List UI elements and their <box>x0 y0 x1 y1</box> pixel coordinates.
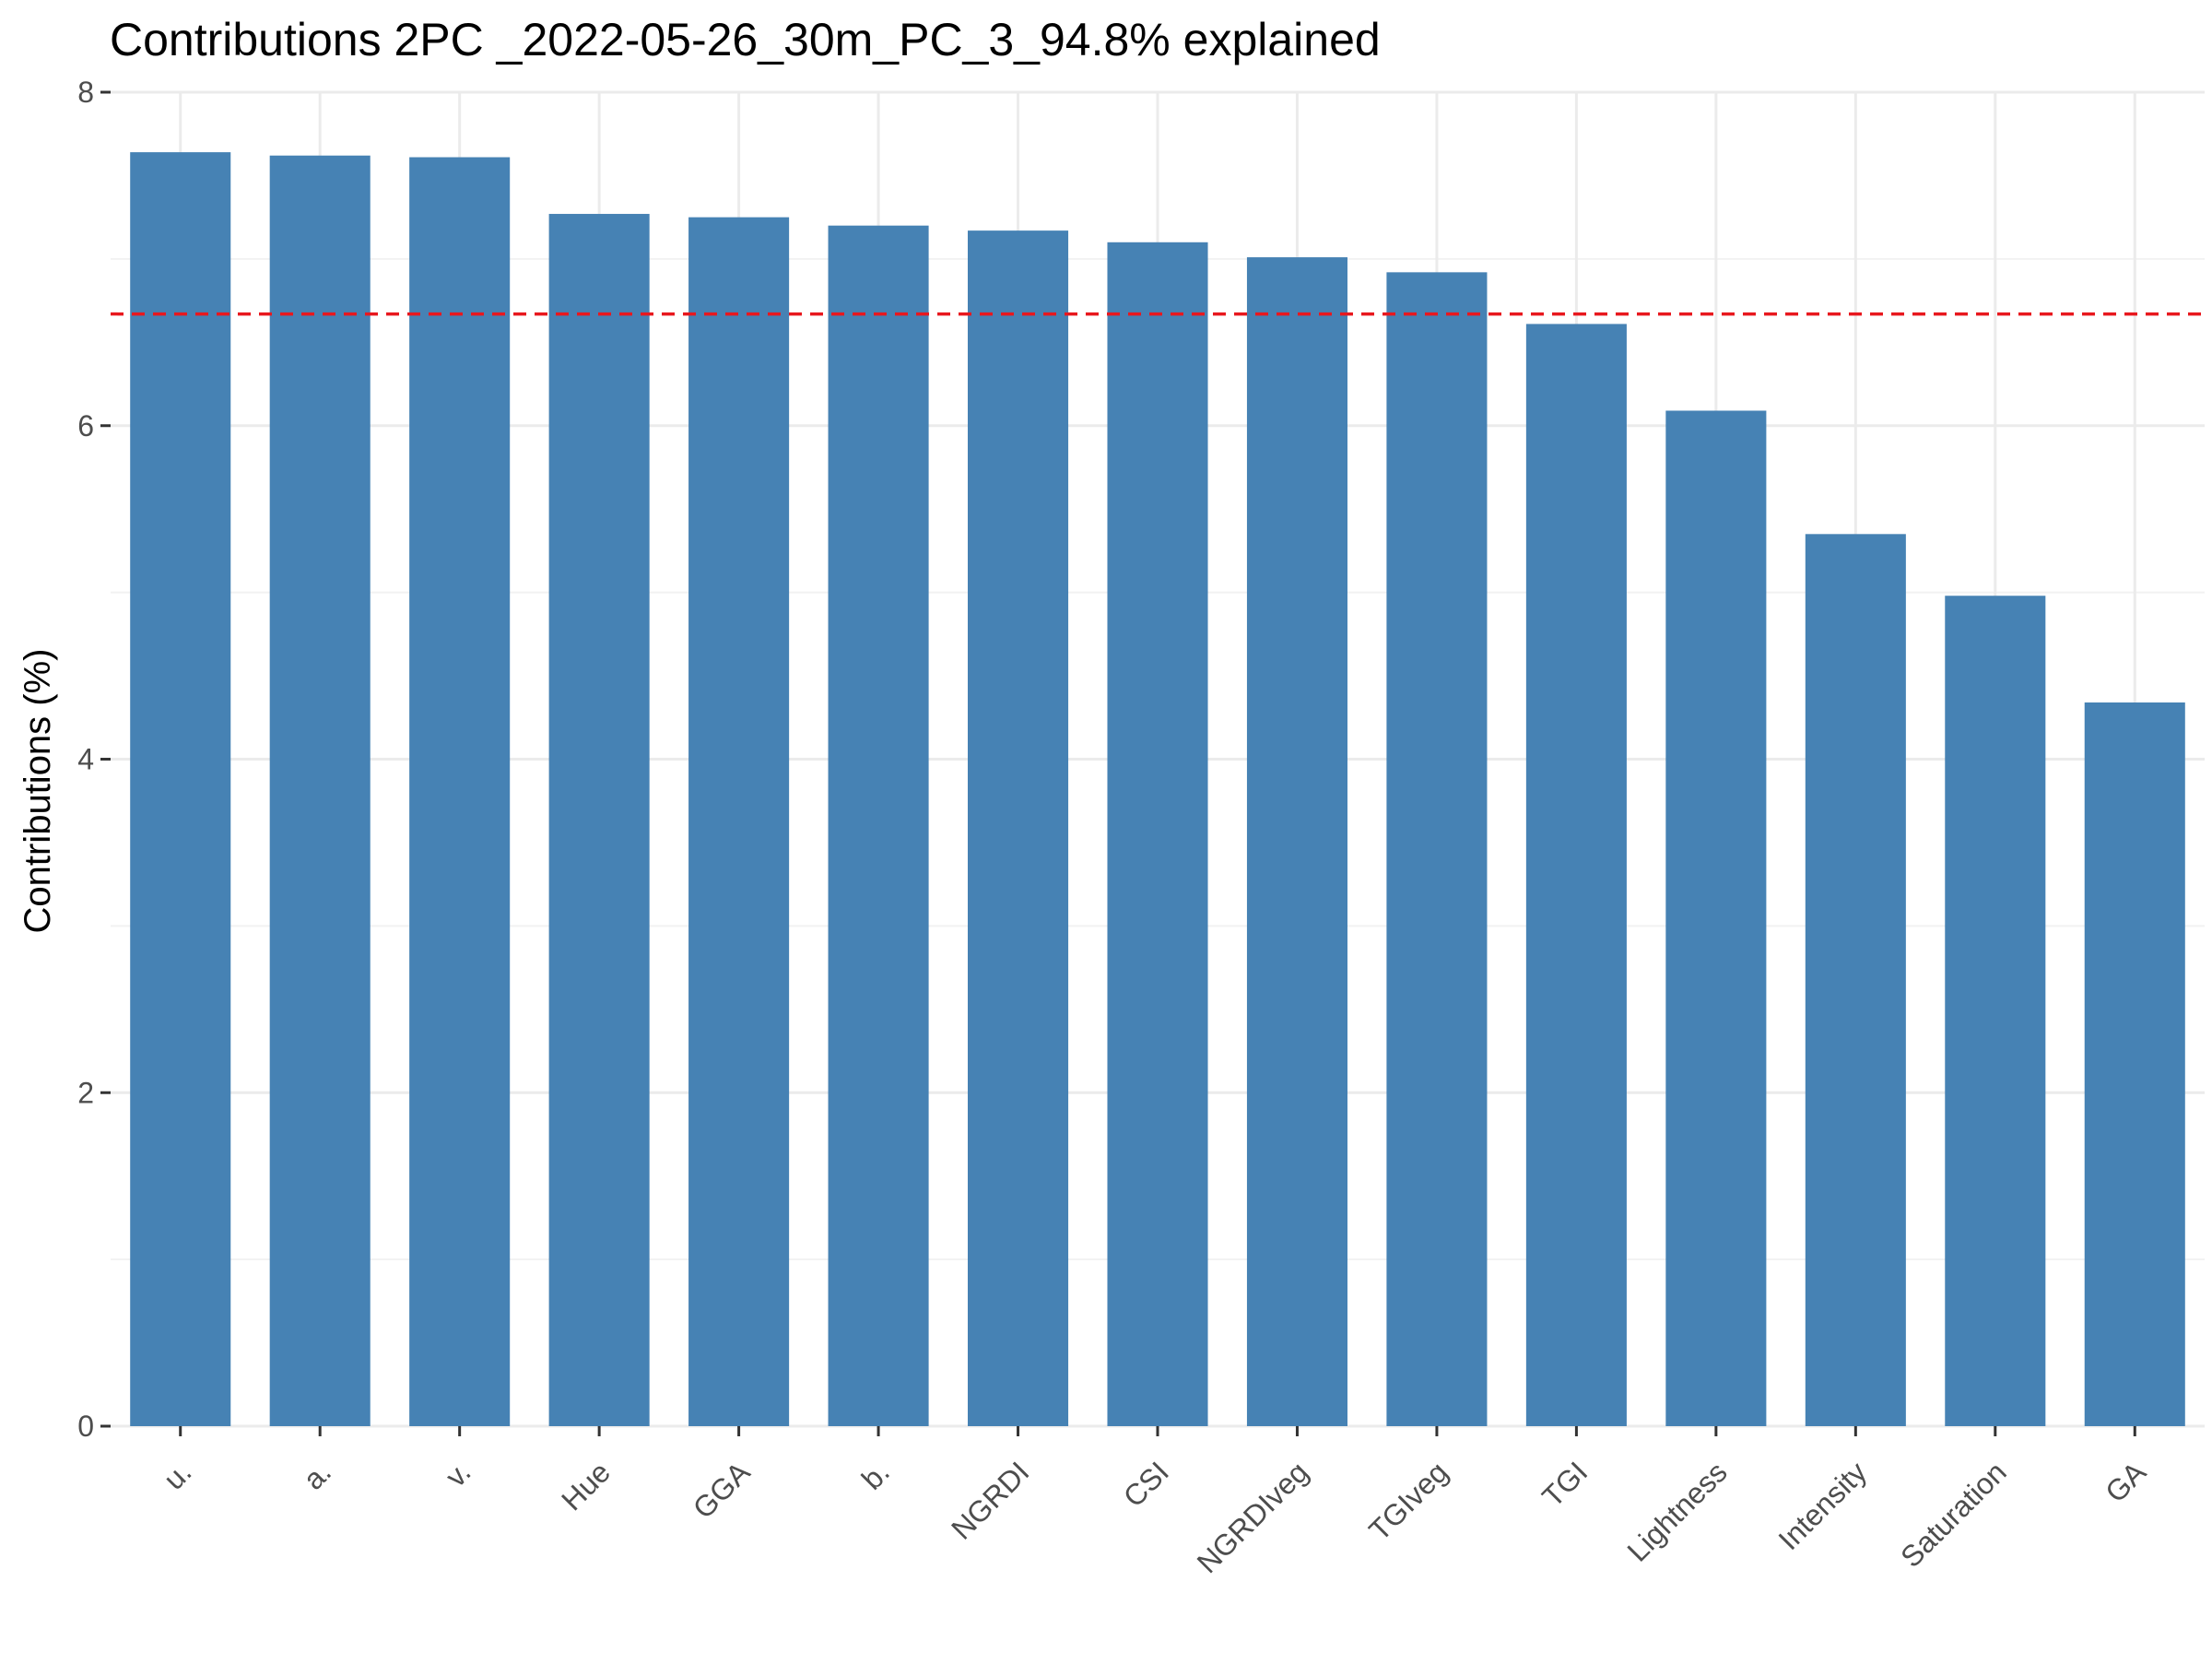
bar-v <box>409 157 511 1426</box>
x-tick-label: u. <box>157 1455 197 1495</box>
bar-hue <box>548 214 650 1426</box>
chart-title: Contributions 2PC _2022-05-26_30m_PC_3_9… <box>110 14 1381 65</box>
x-tick-label: Intensity <box>1772 1455 1874 1556</box>
x-tick-label: GA <box>2099 1455 2153 1509</box>
x-tick-label: Saturation <box>1894 1455 2013 1574</box>
bar-b <box>828 225 929 1427</box>
bars-layer <box>130 152 2185 1427</box>
bar-tgi <box>1525 324 1627 1426</box>
bar-saturation <box>1945 596 2046 1426</box>
y-tick-label: 6 <box>77 409 94 443</box>
y-axis-label: Contributions (%) <box>18 648 58 933</box>
bar-intensity <box>1805 534 1906 1426</box>
y-tick-label: 4 <box>77 743 94 776</box>
x-tick-label: a. <box>297 1455 337 1495</box>
x-tick-label: NGRDIveg <box>1191 1455 1315 1579</box>
x-tick-label: Lightness <box>1620 1455 1733 1567</box>
y-tick-label: 8 <box>77 76 94 109</box>
bar-lightness <box>1665 410 1767 1427</box>
x-tick-label: Hue <box>555 1455 617 1516</box>
bar-ngrdiveg <box>1246 257 1347 1426</box>
x-tick-label: CSI <box>1117 1455 1175 1513</box>
x-tick-label: GGA <box>687 1455 757 1525</box>
bar-u <box>130 152 231 1427</box>
x-tick-label: b. <box>855 1455 896 1495</box>
bar-tgiveg <box>1386 272 1488 1427</box>
x-tick-label: TGI <box>1535 1455 1594 1513</box>
y-tick-label: 0 <box>77 1410 94 1443</box>
bar-ngrdi <box>968 230 1069 1427</box>
bar-a <box>269 155 371 1426</box>
bar-csi <box>1107 242 1208 1427</box>
x-tick-label: v. <box>439 1455 477 1493</box>
y-tick-label: 2 <box>77 1076 94 1109</box>
x-tick-label: TGIveg <box>1362 1455 1454 1547</box>
bar-ga <box>2084 702 2185 1426</box>
bar-gga <box>688 217 790 1426</box>
x-tick-label: NGRDI <box>945 1455 1035 1545</box>
